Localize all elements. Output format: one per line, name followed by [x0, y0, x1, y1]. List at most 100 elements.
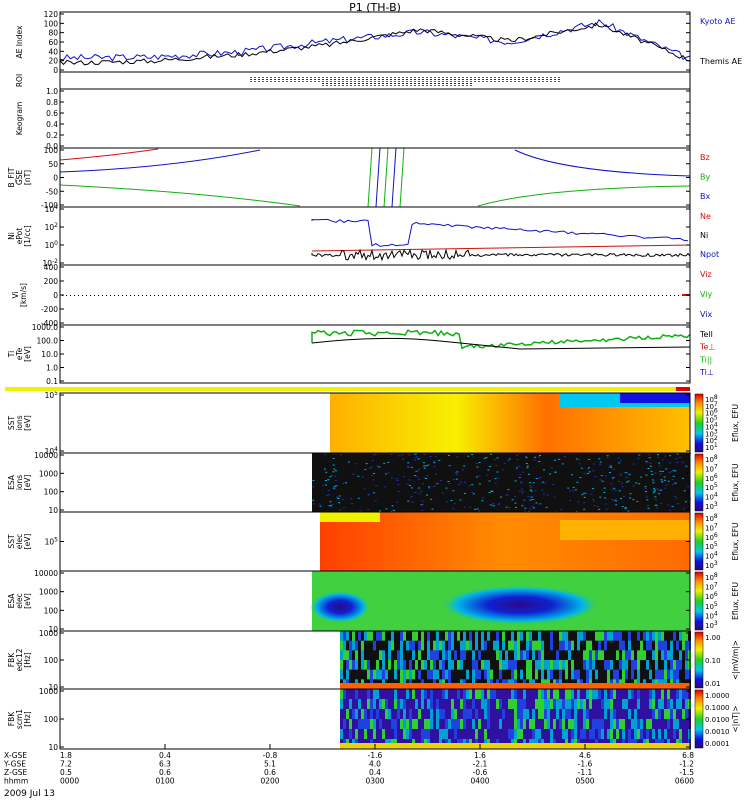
- spec-pixel: [457, 669, 460, 680]
- spec-pixel: [539, 455, 541, 456]
- spec-pixel: [658, 669, 661, 680]
- spec-pixel: [409, 669, 412, 680]
- spec-pixel: [655, 631, 658, 642]
- spec-pixel: [492, 503, 495, 505]
- roi-mark: [314, 81, 316, 82]
- roi-mark: [434, 81, 436, 82]
- spec-pixel: [376, 719, 379, 730]
- spec-pixel: [532, 631, 535, 642]
- spec-pixel: [522, 471, 524, 473]
- status-bar-fill: [5, 387, 690, 391]
- roi-mark: [398, 83, 400, 84]
- vi-zero-dot: [530, 295, 531, 296]
- spec-pixel: [623, 495, 625, 497]
- vi-zero-dot: [610, 295, 611, 296]
- spec-pixel: [619, 729, 622, 740]
- spec-pixel: [329, 476, 332, 478]
- roi-mark: [250, 77, 252, 78]
- roi-mark: [378, 79, 380, 80]
- spec-pixel: [543, 469, 545, 471]
- roi-mark: [430, 81, 432, 82]
- spec-pixel: [382, 669, 385, 680]
- spec-pixel: [499, 719, 502, 730]
- spec-pixel: [628, 640, 631, 651]
- vi-zero-dot: [590, 295, 591, 296]
- spec-pixel: [571, 689, 574, 700]
- roi-mark: [258, 77, 260, 78]
- spec-pixel: [589, 729, 592, 740]
- spec-pixel: [588, 471, 591, 473]
- spec-pixel: [673, 640, 676, 651]
- roi-mark: [462, 85, 464, 86]
- spec-pixel: [523, 640, 526, 651]
- spec-pixel: [644, 488, 647, 490]
- spec-pixel: [544, 640, 547, 651]
- y-axis-label: B_FIT: [7, 167, 16, 187]
- y-axis-label: edc12: [15, 648, 24, 671]
- spec-pixel: [385, 640, 388, 651]
- spec-band: [340, 743, 690, 749]
- vi-zero-dot: [438, 295, 439, 296]
- roi-mark: [426, 85, 428, 86]
- spec-pixel: [382, 709, 385, 720]
- spec-pixel: [607, 650, 610, 661]
- x-tick-label: 0100: [155, 777, 174, 786]
- spec-pixel: [544, 729, 547, 740]
- spec-pixel: [679, 729, 682, 740]
- spec-pixel: [346, 709, 349, 720]
- roi-mark: [470, 85, 472, 86]
- spec-pixel: [463, 689, 466, 700]
- vi-zero-dot: [562, 295, 563, 296]
- spec-pixel: [538, 729, 541, 740]
- spec-pixel: [520, 729, 523, 740]
- spec-pixel: [376, 660, 379, 671]
- spec-pixel: [406, 709, 409, 720]
- roi-mark: [290, 77, 292, 78]
- roi-mark: [486, 81, 488, 82]
- roi-mark: [314, 79, 316, 80]
- spec-pixel: [402, 458, 405, 460]
- spec-pixel: [358, 709, 361, 720]
- spec-pixel: [607, 719, 610, 730]
- spec-pixel: [655, 699, 658, 710]
- spec-pixel: [400, 660, 403, 671]
- spec-pixel: [454, 640, 457, 651]
- spec-pixel: [341, 499, 344, 501]
- spec-pixel: [312, 486, 315, 488]
- vi-zero-dot: [118, 295, 119, 296]
- spec-pixel: [439, 699, 442, 710]
- x-tick-label: 4.6: [579, 751, 591, 760]
- spec-pixel: [508, 729, 511, 740]
- vi-zero-dot: [426, 295, 427, 296]
- spec-pixel: [352, 640, 355, 651]
- spec-pixel: [607, 699, 610, 710]
- spec-pixel: [388, 699, 391, 710]
- vi-zero-dot: [578, 295, 579, 296]
- spec-pixel: [330, 505, 333, 507]
- roi-mark: [278, 81, 280, 82]
- spec-pixel: [544, 482, 547, 484]
- roi-mark: [334, 79, 336, 80]
- vi-zero-dot: [574, 295, 575, 296]
- spec-pixel: [571, 719, 574, 730]
- y-tick-label: 0.6: [46, 109, 58, 118]
- spec-pixel: [469, 689, 472, 700]
- roi-mark: [510, 81, 512, 82]
- vi-zero-dot: [630, 295, 631, 296]
- spec-pixel: [350, 498, 353, 500]
- spec-pixel: [604, 709, 607, 720]
- spec-pixel: [508, 699, 511, 710]
- roi-mark: [346, 85, 348, 86]
- spec-pixel: [523, 699, 526, 710]
- x-tick-label: 0.4: [369, 768, 381, 777]
- spec-pixel: [637, 719, 640, 730]
- spec-pixel: [568, 660, 571, 671]
- spec-pixel: [343, 640, 346, 651]
- colorbar-label: Eflux, EFU: [731, 464, 740, 502]
- spec-pixel: [541, 489, 544, 491]
- spec-pixel: [666, 504, 669, 506]
- spec-pixel: [355, 650, 358, 661]
- spec-pixel: [343, 650, 346, 661]
- spec-pixel: [598, 631, 601, 642]
- spec-pixel: [451, 689, 454, 700]
